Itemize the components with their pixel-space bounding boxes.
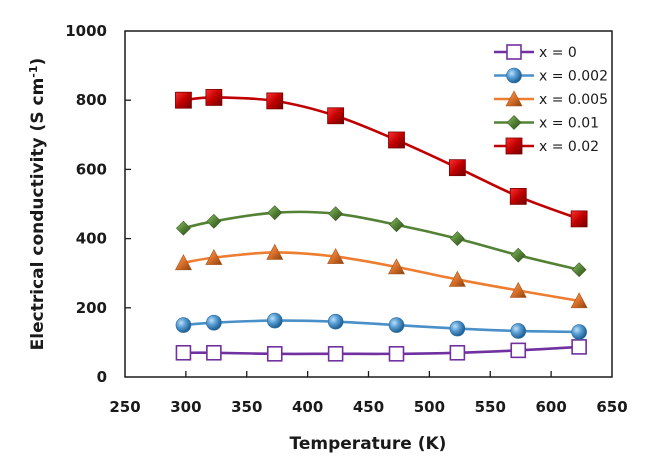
data-point xyxy=(205,89,223,106)
data-point xyxy=(175,317,192,333)
data-point xyxy=(205,248,223,265)
data-point xyxy=(570,210,588,228)
legend-marker xyxy=(506,44,522,60)
data-point xyxy=(571,339,587,355)
legend-label: x = 0.01 xyxy=(539,116,599,132)
x-tick-label: 250 xyxy=(109,398,140,416)
y-tick-label: 800 xyxy=(76,91,107,109)
x-tick-label: 300 xyxy=(170,398,201,416)
data-point xyxy=(510,247,526,263)
y-tick-label: 0 xyxy=(97,368,107,386)
data-point xyxy=(206,344,222,361)
data-point xyxy=(328,206,344,222)
y-axis-title-suffix: ) xyxy=(28,58,48,66)
data-point xyxy=(448,270,466,287)
data-point xyxy=(509,281,527,298)
data-point xyxy=(175,344,192,361)
y-tick-label: 600 xyxy=(76,160,107,178)
data-point xyxy=(266,312,283,329)
x-axis-title: Temperature (K) xyxy=(290,434,447,454)
legend-label: x = 0.02 xyxy=(539,139,599,155)
legend: x = 0 x = 0.002 x = 0.005 x = 0.01 x = 0.02 xyxy=(494,44,608,155)
x-tick-label: 600 xyxy=(535,398,566,416)
x-tick-label: 450 xyxy=(353,398,384,416)
data-point xyxy=(175,91,192,109)
x-tick-label: 550 xyxy=(475,398,506,416)
legend-item: x = 0 xyxy=(494,44,577,61)
legend-marker xyxy=(505,137,523,155)
data-point xyxy=(176,220,191,236)
legend-marker xyxy=(506,67,522,84)
series-x-0 xyxy=(175,339,587,362)
series-x-0-01 xyxy=(176,205,587,278)
data-point xyxy=(266,346,283,362)
data-point xyxy=(327,346,344,362)
data-point xyxy=(571,324,587,340)
data-point xyxy=(388,258,406,275)
data-point xyxy=(570,292,588,309)
x-axis-ticks: 250 300 350 400 450 500 550 600 650 xyxy=(109,371,628,416)
y-axis-title-main: Electrical conductivity (S cm xyxy=(28,78,48,351)
data-point xyxy=(449,320,466,337)
data-point xyxy=(449,344,466,361)
data-point xyxy=(266,243,284,260)
legend-marker xyxy=(505,90,523,107)
legend-label: x = 0 xyxy=(539,45,577,61)
x-tick-label: 500 xyxy=(414,398,445,416)
x-tick-label: 400 xyxy=(292,398,323,416)
legend-marker xyxy=(506,115,522,130)
data-point xyxy=(327,313,344,330)
series-x-0-02 xyxy=(175,89,588,228)
legend-item: x = 0.01 xyxy=(494,115,599,132)
data-point xyxy=(266,92,284,110)
data-point xyxy=(448,159,466,177)
data-point xyxy=(510,323,527,339)
y-axis-title: Electrical conductivity (S cm-1) xyxy=(27,58,49,351)
plot-area xyxy=(124,30,613,378)
legend-label: x = 0.005 xyxy=(539,92,608,108)
x-tick-label: 350 xyxy=(231,398,262,416)
y-tick-label: 400 xyxy=(76,230,107,248)
data-point xyxy=(174,254,192,271)
data-point xyxy=(327,107,345,125)
data-point xyxy=(327,247,345,264)
data-point xyxy=(571,262,587,278)
y-tick-label: 200 xyxy=(76,299,107,317)
y-tick-label: 1000 xyxy=(65,22,107,40)
x-tick-label: 650 xyxy=(596,398,627,416)
legend-item: x = 0.002 xyxy=(494,67,608,85)
data-point xyxy=(510,342,527,359)
legend-item: x = 0.02 xyxy=(494,137,599,155)
data-point xyxy=(509,187,527,205)
y-axis-ticks: 0 200 400 600 800 1000 xyxy=(65,22,131,386)
data-point xyxy=(449,231,465,247)
legend-label: x = 0.002 xyxy=(539,69,608,85)
legend-item: x = 0.005 xyxy=(494,90,608,108)
data-point xyxy=(206,314,222,331)
y-axis-title-superscript: -1 xyxy=(27,65,40,77)
data-point xyxy=(267,205,283,221)
data-point xyxy=(388,317,405,333)
data-point xyxy=(389,217,404,233)
data-point xyxy=(388,346,405,362)
series-x-0-002 xyxy=(175,312,587,340)
data-point xyxy=(206,213,222,229)
series-x-0-005 xyxy=(174,243,588,309)
series-layer xyxy=(174,89,588,362)
data-point xyxy=(388,131,405,149)
